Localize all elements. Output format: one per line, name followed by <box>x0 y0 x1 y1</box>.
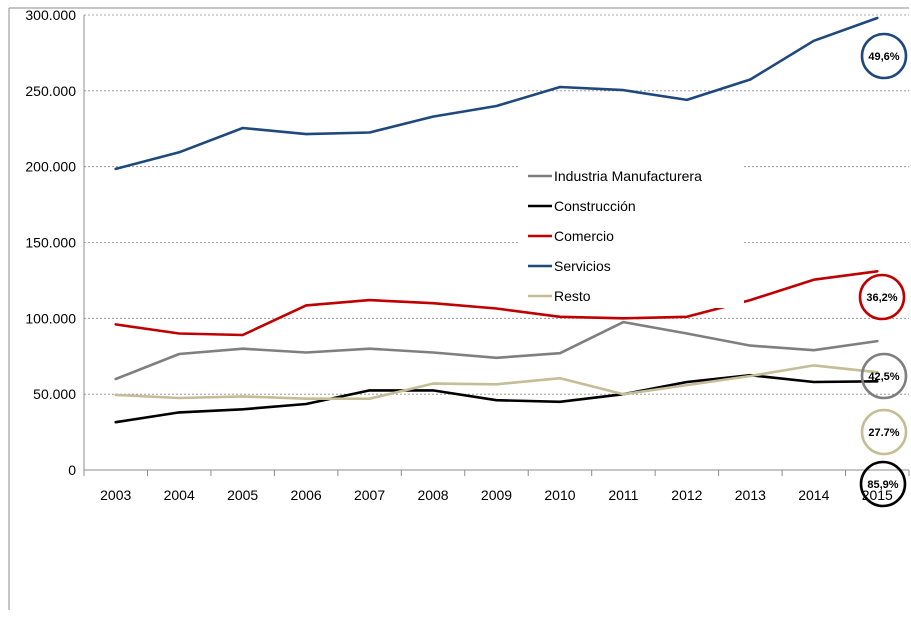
annotation-circle <box>858 273 906 321</box>
y-tick-label: 50.000 <box>33 386 76 402</box>
annotations: 49,6% 36,2% 42,5% 27.7% 85,9% <box>858 32 908 508</box>
annotation-circle <box>860 352 908 400</box>
x-tick-label: 2003 <box>100 487 131 503</box>
series-line-1 <box>114 373 879 424</box>
legend-box <box>520 158 744 308</box>
y-tick-label: 150.000 <box>25 235 76 251</box>
legend-label: Industria Manufacturera <box>554 168 702 184</box>
annotation-label: 36,2% <box>866 292 897 304</box>
legend-label: Servicios <box>554 258 611 274</box>
legend: Industria Manufacturera Construcción Comer… <box>520 158 744 308</box>
legend-label: Comercio <box>554 228 614 244</box>
axes: 0 50.000 100.000 150.000 200.000 250.000 300.0… <box>8 7 910 610</box>
series-line-2 <box>114 269 879 337</box>
series-lines <box>114 16 879 424</box>
gridlines <box>84 14 909 395</box>
annotation-label: 42,5% <box>868 371 899 383</box>
y-tick-label: 200.000 <box>25 159 76 175</box>
y-tick-label: 250.000 <box>25 83 76 99</box>
series-line-3 <box>114 16 879 171</box>
x-tick-label: 2014 <box>798 487 829 503</box>
y-tick-label: 100.000 <box>25 310 76 326</box>
x-tick-label: 2004 <box>164 487 195 503</box>
annotation-circle <box>859 460 907 508</box>
x-tick-label: 2007 <box>354 487 385 503</box>
y-tick-label: 300.000 <box>25 7 76 23</box>
annotation-label: 85,9% <box>867 479 898 491</box>
annotation-circle <box>860 408 908 456</box>
y-tick-label: 0 <box>68 462 76 478</box>
annotation-label: 49,6% <box>868 51 899 63</box>
x-tick-label: 2010 <box>544 487 575 503</box>
x-tick-label: 2005 <box>227 487 258 503</box>
legend-label: Resto <box>554 288 591 304</box>
annotation-label: 27.7% <box>868 427 899 439</box>
x-tick-label: 2006 <box>291 487 322 503</box>
legend-label: Construcción <box>554 198 636 214</box>
series-line-0 <box>114 320 879 381</box>
x-tick-label: 2012 <box>671 487 702 503</box>
x-tick-label: 2008 <box>417 487 448 503</box>
x-tick-label: 2013 <box>735 487 766 503</box>
x-tick-label: 2011 <box>608 487 638 503</box>
annotation-circle <box>860 32 908 80</box>
x-tick-label: 2015 <box>862 487 893 503</box>
series-line-4 <box>114 364 879 401</box>
x-tick-label: 2009 <box>481 487 512 503</box>
